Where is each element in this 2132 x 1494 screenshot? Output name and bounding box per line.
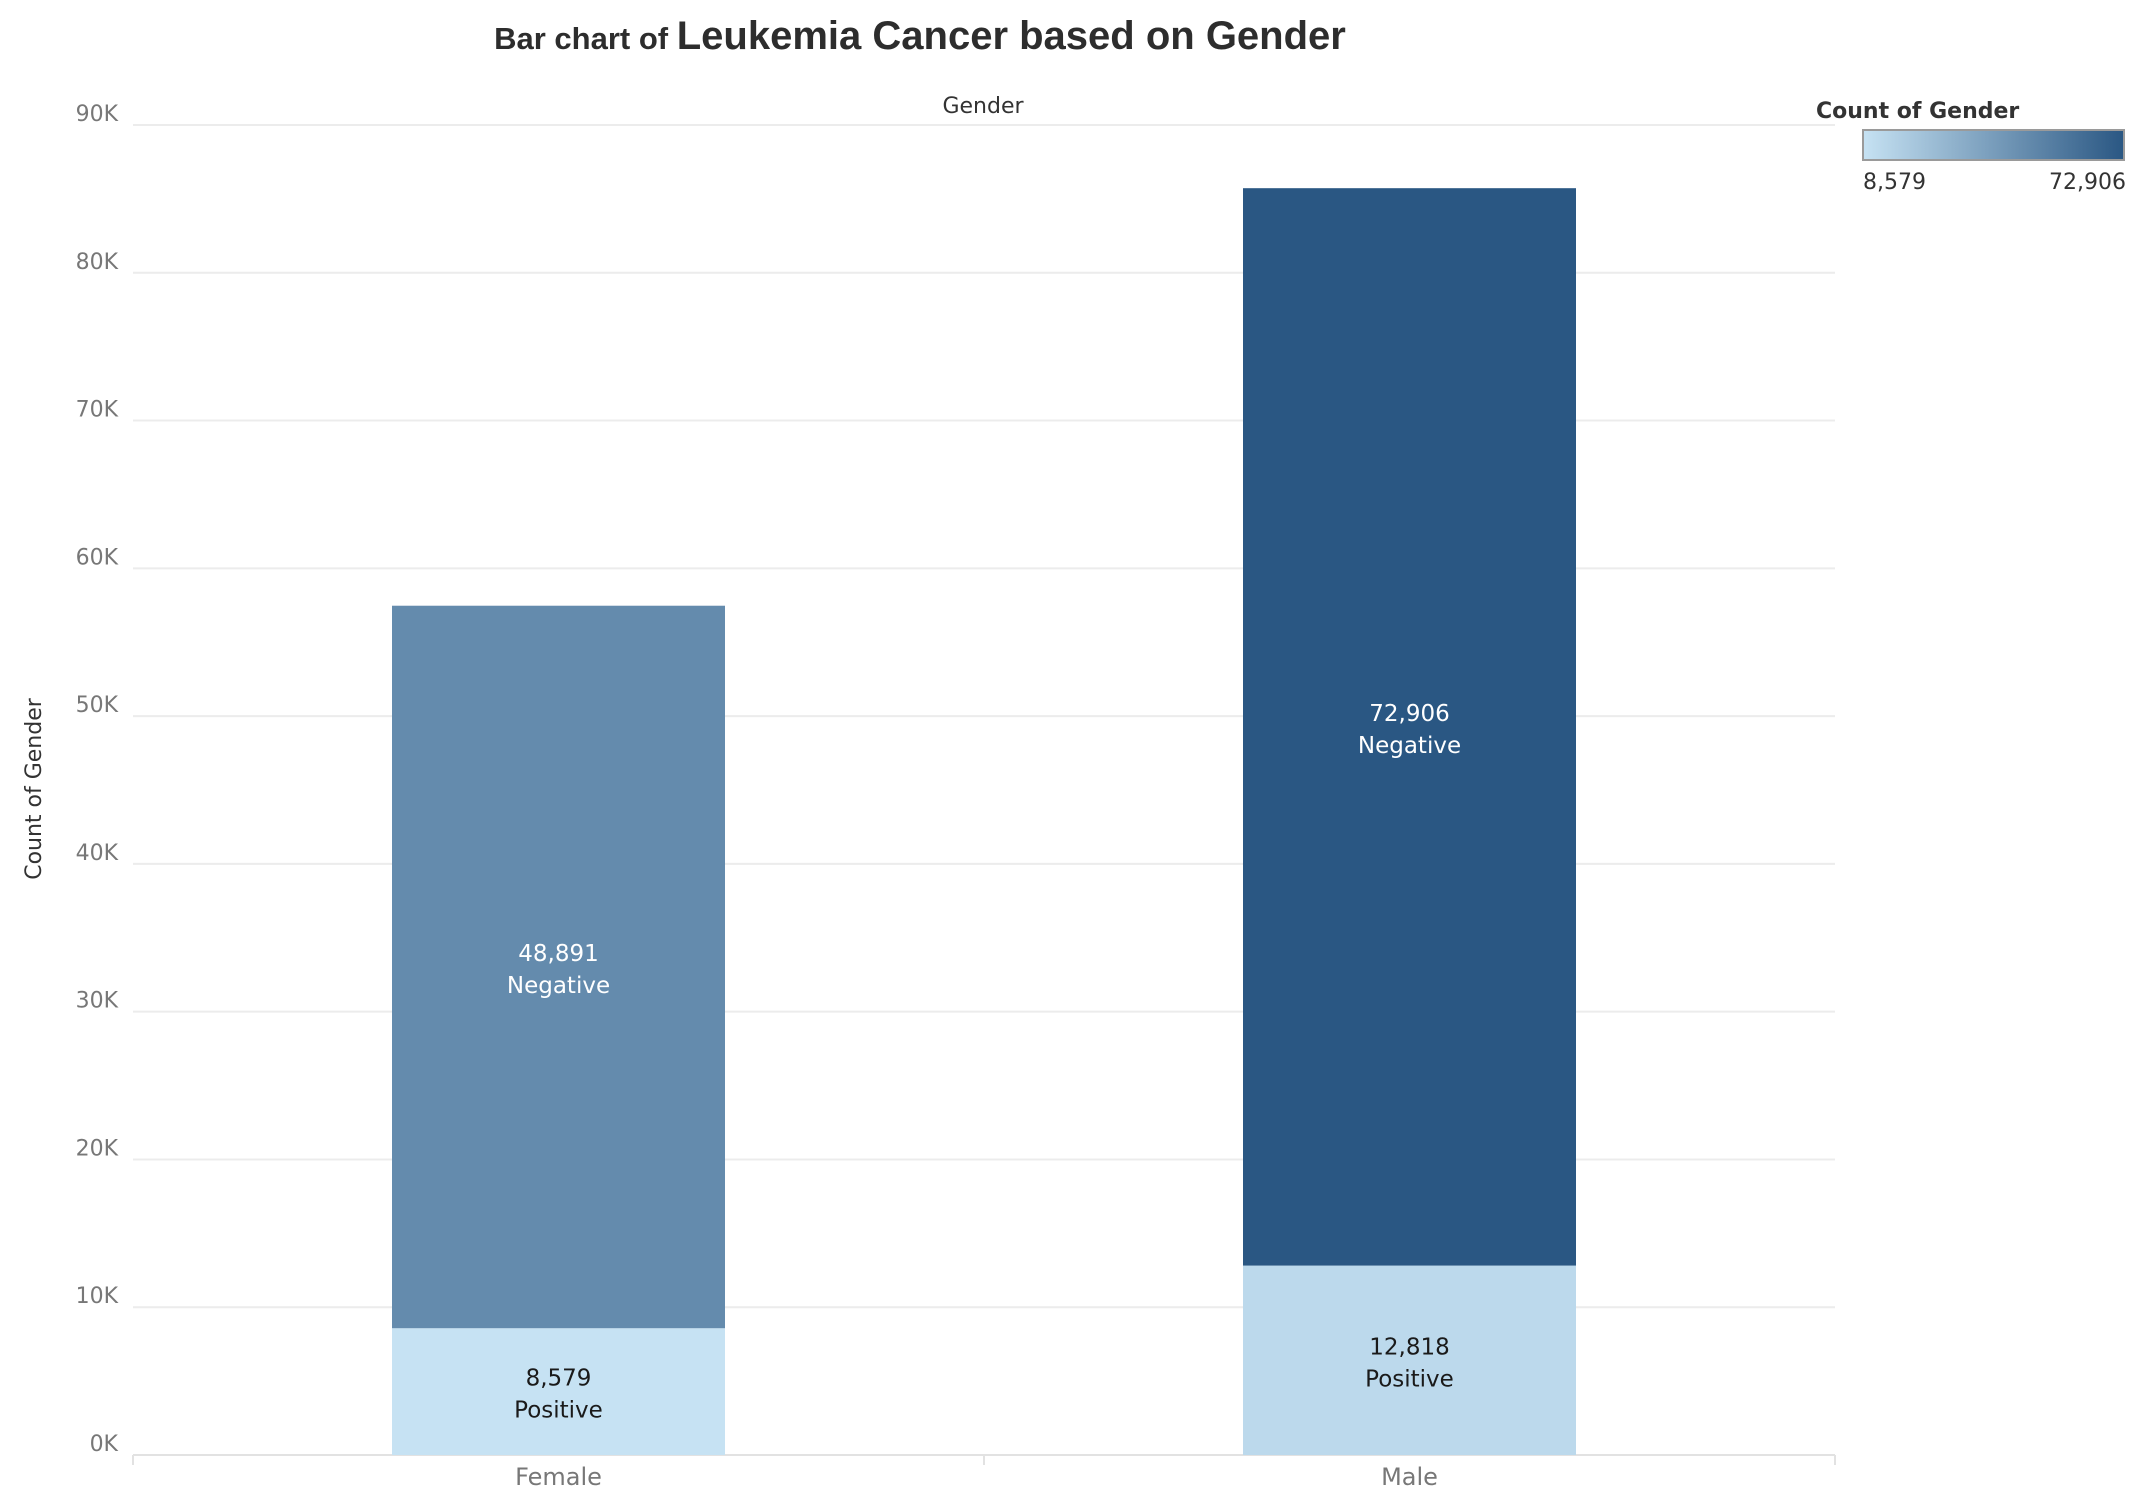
y-axis-ticks: 0K 10K 20K 30K 40K 50K 60K 70K 80K 90K xyxy=(76,102,119,1457)
chart-title: Bar chart of Leukemia Cancer based on Ge… xyxy=(0,14,1840,59)
bars: 8,579 Positive 48,891 Negative 12,818 Positiv… xyxy=(392,188,1576,1455)
chart-title-prefix: Bar chart of xyxy=(494,21,677,56)
legend-gradient-bar xyxy=(1862,129,2125,161)
bar-segment-positive-female xyxy=(392,1328,725,1455)
legend-max-label: 72,906 xyxy=(2049,170,2126,195)
data-label-value: 72,906 xyxy=(1369,701,1449,727)
data-label-series: Negative xyxy=(507,973,610,999)
data-label-value: 8,579 xyxy=(526,1366,592,1392)
data-label-value: 48,891 xyxy=(518,941,598,967)
y-tick-label: 20K xyxy=(76,1136,119,1161)
x-category-label: Female xyxy=(515,1463,602,1491)
grid-lines xyxy=(132,124,1836,1465)
y-tick-label: 10K xyxy=(76,1284,119,1309)
y-axis-title: Count of Gender xyxy=(22,697,47,880)
legend-min-label: 8,579 xyxy=(1863,170,1926,195)
y-tick-label: 40K xyxy=(76,841,119,866)
data-label-value: 12,818 xyxy=(1369,1334,1449,1360)
legend-title: Count of Gender xyxy=(1816,99,2019,124)
y-tick-label: 80K xyxy=(76,250,119,275)
y-tick-label: 60K xyxy=(76,545,119,570)
x-axis-categories: Female Male xyxy=(515,1463,1438,1491)
data-label-series: Positive xyxy=(514,1398,603,1424)
y-tick-label: 70K xyxy=(76,398,119,423)
data-label-series: Negative xyxy=(1358,733,1461,759)
y-tick-label: 90K xyxy=(76,102,119,127)
bar-segment-negative-female xyxy=(392,605,725,1329)
chart-title-main: Leukemia Cancer based on Gender xyxy=(676,14,1346,58)
color-legend: Count of Gender 8,579 72,906 xyxy=(1816,99,2126,195)
column-header: Gender xyxy=(942,94,1024,119)
x-category-label: Male xyxy=(1381,1463,1438,1491)
y-tick-label: 0K xyxy=(90,1432,119,1457)
bar-segment-negative-male xyxy=(1243,188,1576,1266)
y-tick-label: 30K xyxy=(76,989,119,1014)
data-label-series: Positive xyxy=(1365,1366,1454,1392)
y-tick-label: 50K xyxy=(76,693,119,718)
bar-segment-positive-male xyxy=(1243,1265,1576,1455)
